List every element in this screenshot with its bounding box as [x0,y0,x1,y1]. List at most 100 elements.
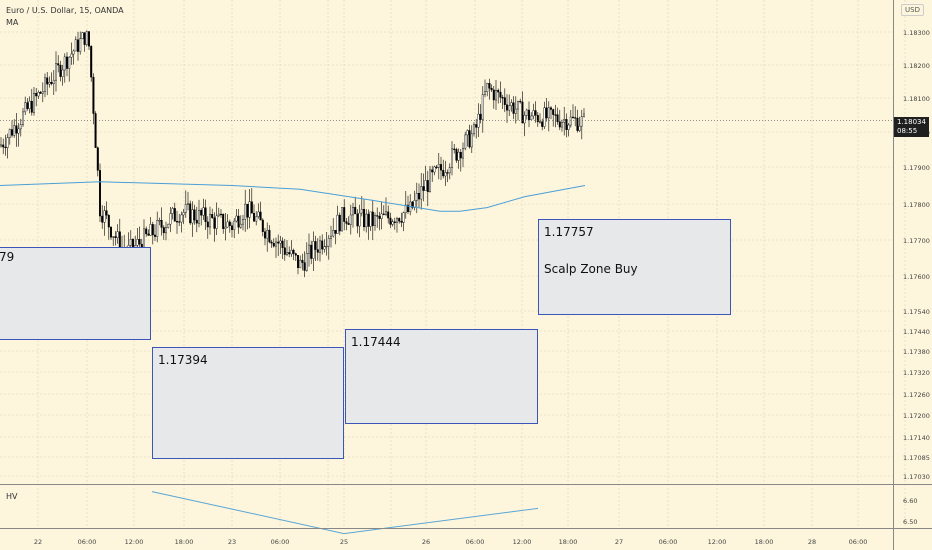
candle-body [160,220,163,228]
candle-body [550,107,553,110]
candle-body [39,92,42,94]
candle-body [464,134,467,149]
candle-body [547,107,550,119]
candle-body [572,116,575,119]
candle-body [96,147,99,171]
candle-body [558,121,561,128]
candle-body [495,90,498,101]
candle-body [532,110,535,117]
y-tick-label: 1.18100 [903,95,930,103]
candle-body [479,113,482,120]
candle-body [514,108,517,114]
candle-body [492,89,495,101]
candle-body [565,118,568,130]
x-tick-label: 18:00 [755,538,774,546]
candle-body [83,32,86,45]
candle-body [92,76,95,114]
candle-body [202,207,205,216]
candle-body [437,164,440,168]
zone-box-2[interactable] [152,347,344,459]
candle-body [294,253,297,256]
candle-body [484,91,487,95]
candle-body [442,169,445,177]
candle-body [164,227,167,234]
candle-body [217,213,220,217]
candle-body [299,259,302,268]
candle-body [301,259,304,263]
candle-body [178,221,181,223]
candle-body [244,203,247,220]
candle-body [534,110,537,116]
candle-body [268,229,271,243]
x-tick-label: 18:00 [175,538,194,546]
zone-box-1[interactable] [0,247,151,340]
candle-body [288,252,291,255]
candle-body [173,208,176,222]
candle-body [48,81,51,85]
y-tick-label: 1.18300 [903,29,930,37]
currency-badge[interactable]: USD [901,4,924,16]
candle-body [323,246,326,250]
candle-body [358,212,361,227]
zone-box-3[interactable] [345,329,538,424]
candle-body [327,238,330,247]
candle-body [576,117,579,131]
candle-body [488,82,491,89]
y-tick-label: 1.17600 [903,273,930,281]
y-tick-label: 1.17700 [903,237,930,245]
candle-body [431,169,434,173]
candle-body [541,121,544,127]
candle-body [112,236,115,238]
zone-box-4[interactable] [538,219,731,315]
x-tick-label: 25 [340,538,348,546]
y-tick-label: 1.17440 [903,328,930,336]
candle-body [195,219,198,224]
candle-body [59,64,62,77]
candle-body [46,77,49,85]
candle-body [61,69,64,77]
candle-body [87,31,90,47]
x-tick-label: 12:00 [708,538,727,546]
candle-body [186,203,189,205]
candle-body [475,124,478,128]
candle-body [8,129,11,138]
candle-body [303,262,306,271]
y-tick-label: 1.17200 [903,412,930,420]
candle-body [252,213,255,222]
candle-body [85,31,88,45]
candle-body [156,220,159,237]
candle-body [345,221,348,224]
x-tick-label: 27 [615,538,623,546]
candle-body [374,215,377,226]
candle-body [545,107,548,119]
bar-countdown: 08:55 [897,127,918,135]
candle-body [382,213,385,215]
candle-body [473,124,476,135]
candle-body [290,249,293,255]
ma-indicator-label[interactable]: MA [6,18,19,27]
candle-body [180,214,183,223]
candle-body [503,97,506,105]
hv-line [151,491,539,535]
x-tick-label: 22 [34,538,42,546]
x-tick-label: 26 [422,538,430,546]
candle-body [10,129,13,136]
hv-y-tick-label: 6.60 [903,497,917,505]
candle-body [481,94,484,120]
candle-body [325,245,328,248]
candle-body [367,213,370,227]
candle-body [525,109,528,116]
hv-indicator-label[interactable]: HV [6,492,18,501]
candle-body [277,241,280,244]
candle-body [455,149,458,161]
candle-body [22,111,25,125]
candle-body [429,169,432,192]
candle-body [451,148,454,168]
candle-body [354,207,357,215]
candle-body [26,102,29,109]
candle-body [167,223,170,228]
candle-body [356,213,359,227]
candle-body [435,166,438,168]
candle-body [308,244,311,254]
